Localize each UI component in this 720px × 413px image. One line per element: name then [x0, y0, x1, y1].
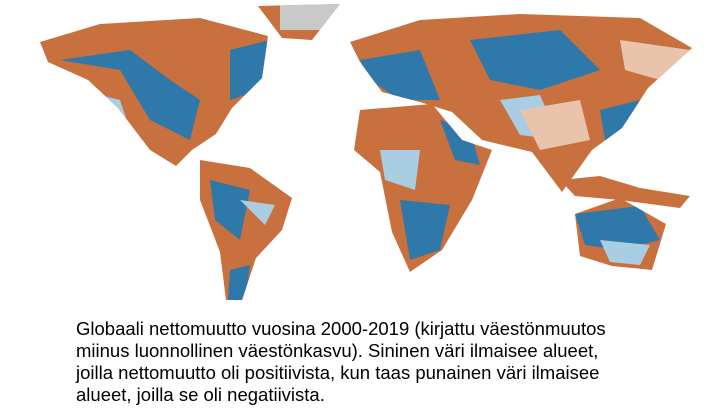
- caption-line: miinus luonnollinen väestönkasvu). Sinin…: [76, 340, 599, 361]
- inflow-regions: [60, 30, 660, 300]
- land-base: [40, 4, 692, 300]
- caption-line: joilla nettomuutto oli positiivista, kun…: [76, 362, 600, 383]
- caption: Globaali nettomuutto vuosina 2000-2019 (…: [76, 318, 606, 406]
- caption-line: alueet, joilla se oli negatiivista.: [76, 384, 325, 405]
- caption-line: Globaali nettomuutto vuosina 2000-2019 (…: [76, 318, 606, 339]
- no-data-region: [280, 4, 340, 30]
- land: [40, 4, 692, 300]
- world-map: [40, 4, 692, 300]
